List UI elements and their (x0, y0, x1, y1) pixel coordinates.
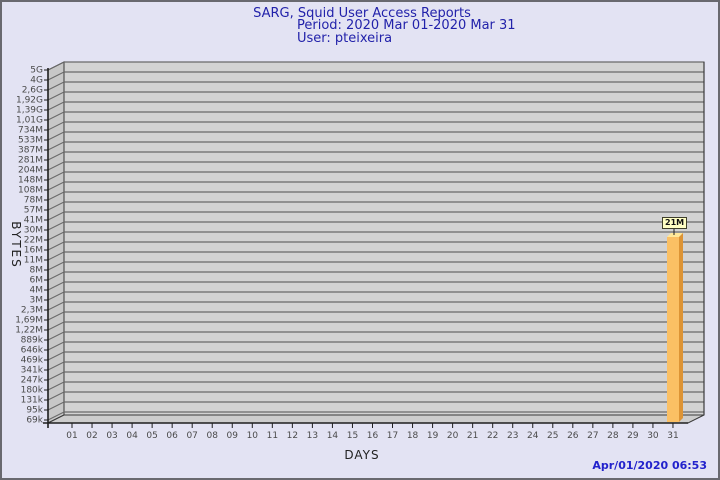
svg-text:2,6G: 2,6G (22, 86, 43, 96)
svg-text:69k: 69k (26, 416, 43, 426)
svg-text:2,3M: 2,3M (21, 306, 43, 316)
y-axis-tick-labels: 5G4G2,6G1,92G1,39G1,01G734M533M387M281M2… (15, 66, 44, 426)
svg-text:4M: 4M (30, 286, 44, 296)
svg-text:646k: 646k (21, 346, 44, 356)
svg-text:06: 06 (166, 431, 178, 441)
svg-text:22M: 22M (24, 236, 43, 246)
svg-text:16: 16 (367, 431, 379, 441)
svg-text:4G: 4G (30, 76, 43, 86)
report-title: SARG, Squid User Access Reports (253, 6, 471, 21)
svg-text:180k: 180k (21, 386, 44, 396)
report-subtitle-block: Period: 2020 Mar 01-2020 Mar 31 User: pt… (297, 18, 516, 46)
svg-text:05: 05 (146, 431, 157, 441)
svg-text:22: 22 (487, 431, 498, 441)
svg-text:387M: 387M (18, 146, 43, 156)
svg-text:11: 11 (267, 431, 278, 441)
svg-text:03: 03 (106, 431, 117, 441)
bar-value-badge: 21M (662, 217, 688, 229)
svg-text:31: 31 (667, 431, 678, 441)
svg-text:01: 01 (66, 431, 77, 441)
svg-text:341k: 341k (21, 366, 44, 376)
svg-text:57M: 57M (24, 206, 43, 216)
svg-text:6M: 6M (30, 276, 44, 286)
report-user: User: pteixeira (297, 30, 393, 46)
svg-text:131k: 131k (21, 396, 44, 406)
svg-text:3M: 3M (30, 296, 44, 306)
svg-text:18: 18 (407, 431, 419, 441)
svg-text:16M: 16M (24, 246, 43, 256)
plot-area (63, 61, 705, 416)
svg-text:24: 24 (527, 431, 539, 441)
svg-text:30M: 30M (24, 226, 43, 236)
bar-side-face (679, 233, 683, 422)
svg-text:09: 09 (227, 431, 239, 441)
plot-area (63, 61, 705, 416)
svg-text:30: 30 (647, 431, 659, 441)
svg-text:07: 07 (186, 431, 197, 441)
svg-text:78M: 78M (24, 196, 43, 206)
svg-text:26: 26 (567, 431, 579, 441)
svg-text:25: 25 (547, 431, 558, 441)
svg-text:29: 29 (627, 431, 639, 441)
svg-text:21: 21 (467, 431, 478, 441)
svg-text:13: 13 (307, 431, 318, 441)
svg-text:23: 23 (507, 431, 518, 441)
y-gridlines (44, 61, 704, 421)
svg-text:02: 02 (86, 431, 97, 441)
svg-text:10: 10 (247, 431, 259, 441)
svg-text:889k: 889k (21, 336, 44, 346)
svg-text:204M: 204M (18, 166, 43, 176)
bar-top-face (667, 233, 683, 237)
svg-text:148M: 148M (18, 176, 43, 186)
chart-floor (47, 414, 705, 424)
svg-text:1,92G: 1,92G (16, 96, 43, 106)
svg-text:14: 14 (327, 431, 339, 441)
svg-text:1,22M: 1,22M (15, 326, 43, 336)
svg-text:533M: 533M (18, 136, 43, 146)
svg-text:28: 28 (607, 431, 619, 441)
svg-text:734M: 734M (18, 126, 43, 136)
svg-text:1,01G: 1,01G (16, 116, 43, 126)
report-period: Period: 2020 Mar 01-2020 Mar 31 (297, 18, 516, 33)
svg-text:1,69M: 1,69M (15, 316, 43, 326)
svg-text:11M: 11M (24, 256, 43, 266)
svg-text:41M: 41M (24, 216, 43, 226)
svg-text:04: 04 (126, 431, 138, 441)
svg-text:19: 19 (427, 431, 439, 441)
svg-text:15: 15 (347, 431, 358, 441)
svg-text:469k: 469k (21, 356, 44, 366)
chart-floor (47, 414, 705, 424)
svg-text:08: 08 (206, 431, 218, 441)
x-axis-tick-labels: 01 02 03 04 05 06 07 08 09 10 11 12 13 14 15 16 17 18 19 20… (66, 423, 679, 441)
svg-text:108M: 108M (18, 186, 43, 196)
svg-text:17: 17 (387, 431, 398, 441)
y-axis-title: BYTES (9, 221, 23, 269)
svg-text:281M: 281M (18, 156, 43, 166)
axes (43, 62, 705, 428)
svg-text:1,39G: 1,39G (16, 106, 43, 116)
svg-text:27: 27 (587, 431, 598, 441)
svg-text:247k: 247k (21, 376, 44, 386)
svg-text:95k: 95k (26, 406, 43, 416)
bar-front-face (667, 237, 679, 422)
x-axis-title: DAYS (344, 448, 380, 462)
svg-text:20: 20 (447, 431, 459, 441)
svg-text:5G: 5G (30, 66, 43, 76)
bars (667, 228, 683, 422)
svg-text:8M: 8M (30, 266, 44, 276)
svg-text:12: 12 (287, 431, 298, 441)
generation-timestamp: Apr/01/2020 06:53 (592, 459, 707, 472)
